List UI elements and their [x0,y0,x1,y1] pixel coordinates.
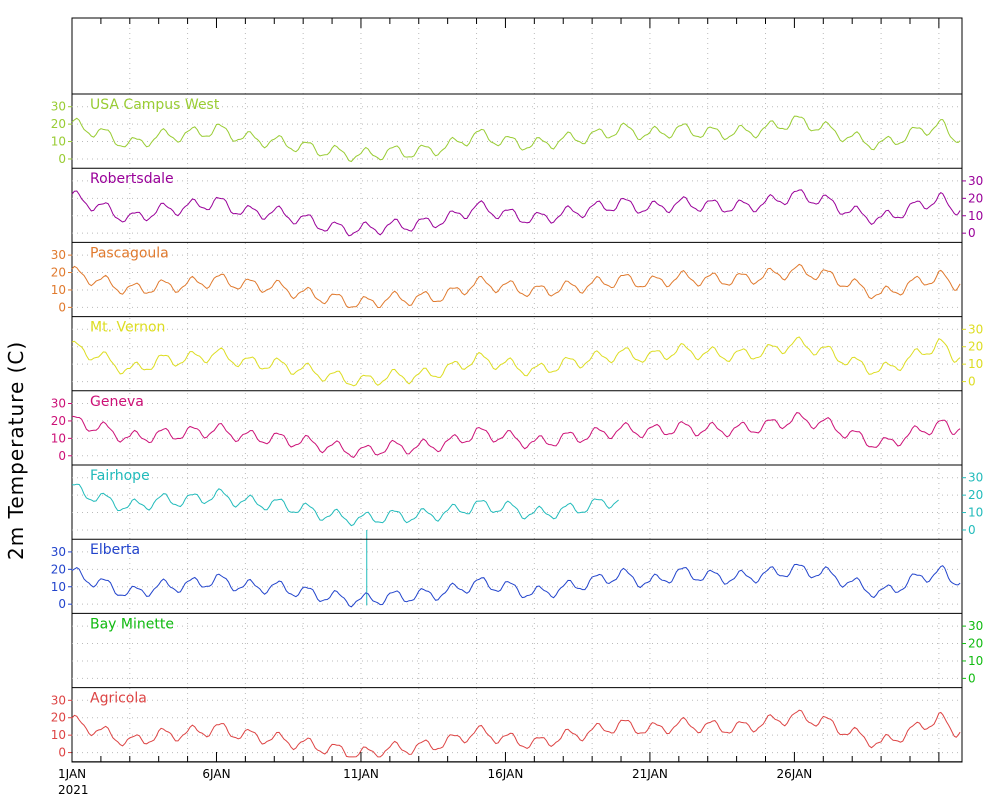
x-tick-label: 21JAN [632,767,668,781]
y-tick-label: 0 [968,523,976,537]
series-line [71,115,961,163]
y-tick-label: 30 [51,248,66,262]
y-tick-label: 10 [51,431,66,445]
y-tick-label: 0 [58,152,66,166]
panel-pascagoula: 0 10 20 30 Pascagoula [51,241,962,314]
y-tick-label: 20 [968,637,983,651]
y-tick-label: 30 [51,100,66,114]
y-tick-label: 20 [968,191,983,205]
x-tick-label: 16JAN [488,767,524,781]
panel-geneva: 0 10 20 30 Geneva [51,390,962,463]
series-line [71,709,961,758]
y-tick-label: 30 [968,619,983,633]
series-line [71,483,619,527]
y-tick-label: 10 [968,654,983,668]
y-tick-label: 10 [968,506,983,520]
y-tick-label: 0 [58,300,66,314]
panel-mt-vernon: 0 10 20 30 Mt. Vernon [71,316,983,389]
y-tick-label: 10 [968,357,983,371]
y-tick-label: 0 [968,226,976,240]
y-tick-label: 30 [51,693,66,707]
panel-agricola: 0 10 20 30 Agricola [51,687,962,760]
series-name-label: Elberta [90,542,140,558]
plot-frame [71,17,963,763]
y-tick-label: 30 [51,545,66,559]
y-tick-label: 20 [51,266,66,280]
y-tick-label: 0 [968,375,976,389]
y-tick-label: 10 [51,728,66,742]
series-line [71,563,961,608]
y-tick-label: 30 [968,322,983,336]
y-tick-label: 0 [58,597,66,611]
x-year-label: 2021 [58,783,89,797]
y-tick-label: 20 [51,562,66,576]
series-name-label: Robertsdale [90,171,174,187]
series-line [71,412,961,458]
series-name-label: Agricola [90,691,147,707]
series-name-label: Fairhope [90,468,150,484]
y-tick-label: 0 [968,671,976,685]
y-tick-label: 10 [51,135,66,149]
series-name-label: Mt. Vernon [90,320,165,336]
series-name-label: Bay Minette [90,616,174,632]
y-tick-label: 10 [51,580,66,594]
x-tick-label: 11JAN [343,767,379,781]
series-line [71,189,961,237]
y-tick-label: 30 [968,471,983,485]
y-tick-label: 0 [58,746,66,760]
series-name-label: Geneva [90,394,144,410]
x-tick-label: 6JAN [202,767,230,781]
x-tick-label: 26JAN [777,767,813,781]
y-tick-label: 10 [968,209,983,223]
y-tick-label: 20 [968,340,983,354]
y-axis-title: 2m Temperature (C) [4,340,28,560]
panel-bay-minette: 0 10 20 30 Bay Minette [72,612,983,685]
y-tick-label: 10 [51,283,66,297]
panel-elberta: 0 10 20 30 Elberta [51,538,962,611]
panel-robertsdale: 0 10 20 30 Robertsdale [71,167,983,240]
y-tick-label: 30 [968,174,983,188]
x-tick-label: 1JAN [58,767,86,781]
series-name-label: Pascagoula [90,245,169,261]
y-tick-label: 0 [58,449,66,463]
y-tick-label: 20 [51,117,66,131]
y-tick-label: 30 [51,397,66,411]
series-name-label: USA Campus West [90,97,220,113]
y-tick-label: 20 [51,711,66,725]
panel-usa-campus-west: 0 10 20 30 USA Campus West [51,93,962,166]
series-line [71,263,961,309]
y-tick-label: 20 [51,414,66,428]
panel-fairhope: 0 10 20 30 Fairhope [71,464,983,606]
series-line [71,336,961,387]
y-tick-label: 20 [968,488,983,502]
